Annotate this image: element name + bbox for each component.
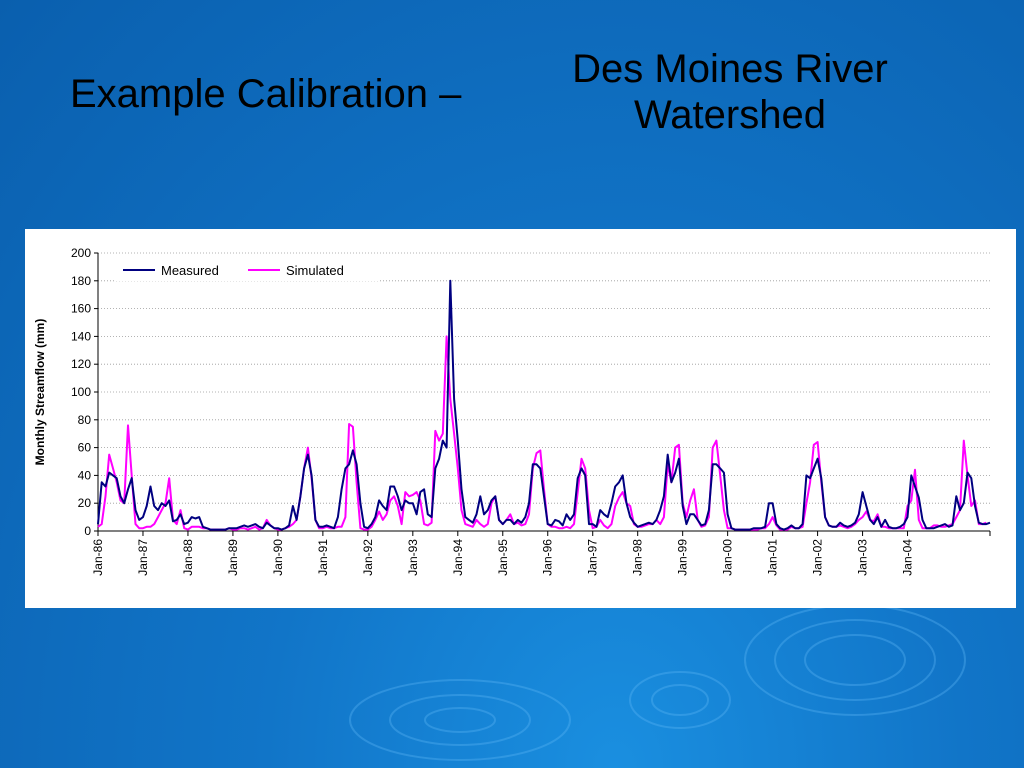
x-tick-label: Jan-93: [406, 539, 420, 576]
ripple-ring: [349, 679, 571, 761]
x-tick-label: Jan-99: [676, 539, 690, 576]
subtitle-line-1: Des Moines River: [572, 47, 888, 91]
x-tick-label: Jan-90: [271, 539, 285, 576]
x-tick-label: Jan-91: [316, 539, 330, 576]
x-tick-label: Jan-01: [766, 539, 780, 576]
y-tick-label: 140: [71, 329, 91, 343]
chart-panel: 0 20 40 60 80 100 120 140 160 180 200 Jan-86 Jan-87 J…: [25, 229, 1016, 608]
subtitle-line-2: Watershed: [634, 93, 826, 137]
streamflow-chart: 0 20 40 60 80 100 120 140 160 180 200 Jan-86 Jan-87 J…: [33, 246, 991, 576]
y-tick-label: 200: [71, 246, 91, 260]
ripple-ring: [424, 707, 496, 733]
y-tick-label: 100: [71, 385, 91, 399]
legend-label-measured: Measured: [161, 263, 219, 278]
y-tick-label: 0: [84, 524, 91, 538]
y-tick-label: 20: [78, 496, 92, 510]
y-tick-label: 160: [71, 302, 91, 316]
slide-title: Example Calibration –: [70, 72, 462, 116]
x-tick-label: Jan-87: [136, 539, 150, 576]
ripple-ring: [744, 604, 966, 716]
x-tick-label: Jan-03: [856, 539, 870, 576]
x-tick-label: Jan-92: [361, 539, 375, 576]
x-tick-label: Jan-98: [631, 539, 645, 576]
legend-label-simulated: Simulated: [286, 263, 344, 278]
y-tick-label: 80: [78, 413, 92, 427]
y-tick-label: 40: [78, 468, 92, 482]
y-tick-label: 60: [78, 441, 92, 455]
y-tick-label: 180: [71, 274, 91, 288]
x-tick-label: Jan-04: [901, 539, 915, 576]
ripple-ring: [389, 694, 531, 746]
series-line-simulated: [97, 335, 987, 531]
x-tick-label: Jan-02: [811, 539, 825, 576]
x-tick-label: Jan-00: [721, 539, 735, 576]
x-tick-label: Jan-97: [586, 539, 600, 576]
x-tick-label: Jan-95: [496, 539, 510, 576]
y-tick-label: 120: [71, 357, 91, 371]
x-tick-label: Jan-94: [451, 539, 465, 576]
ripple-ring: [774, 619, 936, 701]
x-tick-label: Jan-88: [181, 539, 195, 576]
y-axis-label: Monthly Streamflow (mm): [33, 319, 47, 466]
ripple-ring: [804, 634, 906, 686]
series-line-measured: [97, 279, 991, 531]
x-tick-label: Jan-89: [226, 539, 240, 576]
x-tick-label: Jan-86: [91, 539, 105, 576]
legend-box: [115, 259, 380, 281]
slide-subtitle: Des Moines River Watershed: [540, 46, 920, 138]
ripple-ring: [629, 671, 731, 729]
x-tick-label: Jan-96: [541, 539, 555, 576]
ripple-ring: [651, 684, 709, 716]
